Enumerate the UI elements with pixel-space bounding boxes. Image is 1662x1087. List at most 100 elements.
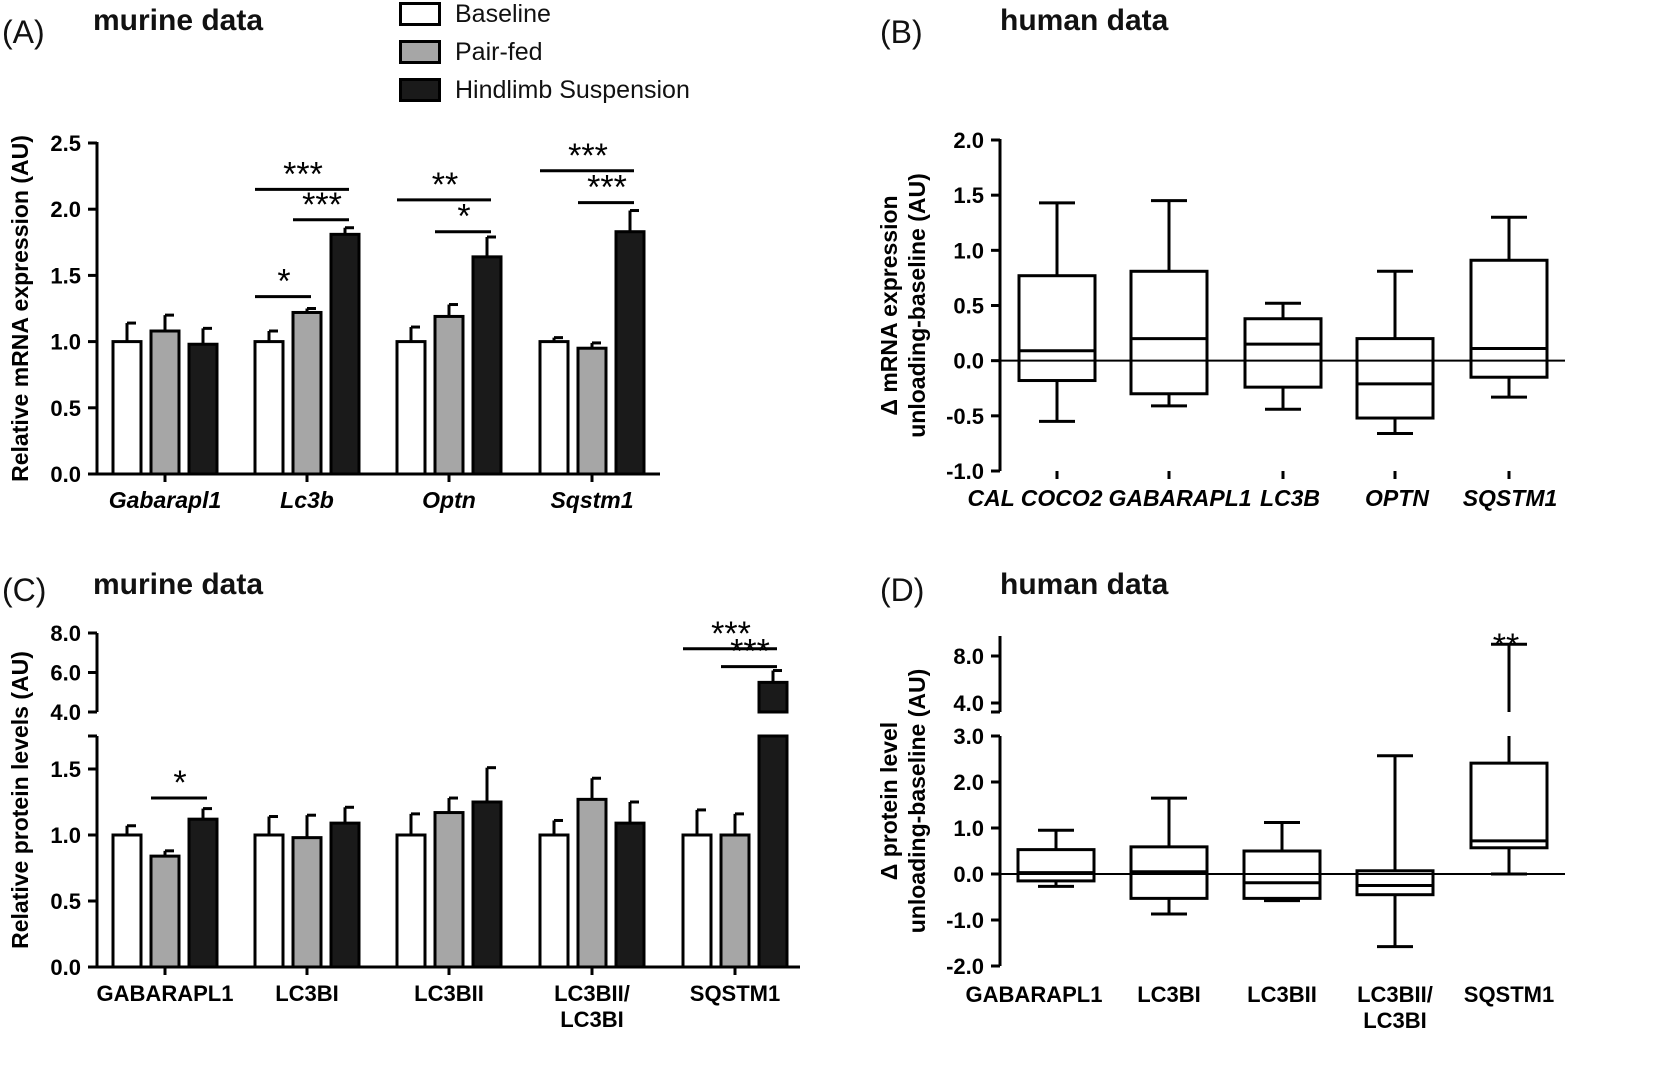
bar-a-hindlimb-suspension — [329, 232, 361, 476]
bar-c-hindlimb-suspension — [329, 821, 361, 969]
x-tick-label-c: GABARAPL1 — [97, 981, 234, 1006]
panel-letter-b: (B) — [880, 14, 923, 50]
bar-c-pair-fed — [149, 854, 181, 969]
x-tick-label-b: OPTN — [1365, 485, 1429, 511]
box-d — [1469, 761, 1549, 850]
y-tick-label-c: 0.0 — [50, 955, 81, 980]
bar-c-hindlimb-suspension — [471, 800, 503, 969]
x-tick-label-b: CAL COCO2 — [967, 485, 1102, 511]
y-tick-label-b: 1.0 — [953, 238, 984, 263]
bar-c-pair-fed — [719, 833, 751, 969]
x-tick-label-a: Lc3b — [280, 487, 334, 513]
significance-label-c: * — [173, 764, 186, 802]
x-tick-label-c: LC3BI — [275, 981, 339, 1006]
bar-a-baseline — [111, 340, 143, 476]
y-tick-label-a: 1.0 — [50, 330, 81, 355]
chart-c: 0.0 0.5 1.0 1.5 4.0 6.0 8.0 Relative protein le… — [7, 615, 800, 1032]
bar-c-baseline — [253, 833, 285, 969]
significance-label-a: *** — [283, 155, 323, 193]
y-tick-label-d: 1.0 — [953, 816, 984, 841]
box-d — [1355, 869, 1435, 897]
x-tick-label-d: LC3BI — [1363, 1008, 1427, 1033]
x-tick-label-d: LC3BI — [1137, 982, 1201, 1007]
x-tick-label-c: LC3BII — [414, 981, 484, 1006]
panel-letter-c: (C) — [2, 572, 47, 608]
significance-label-c: *** — [711, 615, 751, 653]
x-tick-label-a: Gabarapl1 — [109, 487, 222, 513]
panel-letter-a: (A) — [2, 14, 45, 50]
significance-label-d: ** — [1493, 627, 1519, 665]
y-tick-label-d: 3.0 — [953, 724, 984, 749]
bar-a-pair-fed — [291, 310, 323, 476]
panel-title-d: human data — [1000, 568, 1169, 601]
box-d — [1016, 848, 1096, 883]
y-tick-label-b: 1.5 — [953, 183, 984, 208]
box-b — [1355, 337, 1435, 420]
panel-letter-d: (D) — [880, 572, 925, 608]
y-tick-label-c: 0.5 — [50, 889, 81, 914]
y-tick-label-c: 8.0 — [50, 621, 81, 646]
y-tick-label-d: 2.0 — [953, 770, 984, 795]
legend-swatch-baseline — [399, 2, 441, 26]
box-d — [1242, 849, 1322, 900]
x-tick-label-c: SQSTM1 — [690, 981, 780, 1006]
significance-label-a: *** — [587, 169, 627, 207]
x-tick-label-d: LC3BII/ — [1357, 982, 1433, 1007]
x-tick-label-d: SQSTM1 — [1464, 982, 1554, 1007]
y-tick-label-d: 0.0 — [953, 862, 984, 887]
bar-a-pair-fed — [149, 329, 181, 476]
x-tick-label-b: SQSTM1 — [1463, 485, 1558, 511]
panel-title-b: human data — [1000, 4, 1169, 37]
y-tick-label-a: 2.0 — [50, 197, 81, 222]
x-tick-label-a: Sqstm1 — [550, 487, 633, 513]
y-axis-label-b-line1: Δ mRNA expression — [876, 195, 902, 415]
x-tick-label-c: LC3BI — [560, 1007, 624, 1032]
bar-c-baseline — [538, 833, 570, 969]
y-tick-label-d: -1.0 — [946, 908, 984, 933]
y-axis-label-a: Relative mRNA expression (AU) — [7, 135, 33, 482]
y-axis-label-d-line2: unloading-baseline (AU) — [904, 669, 930, 934]
bar-c-baseline — [395, 833, 427, 969]
panel-title-a: murine data — [93, 4, 264, 37]
bar-a-baseline — [253, 340, 285, 476]
bar-c-pair-fed — [576, 797, 608, 969]
y-tick-label-a: 0.5 — [50, 396, 81, 421]
y-tick-label-b: 2.0 — [953, 128, 984, 153]
box-b — [1469, 258, 1549, 379]
legend-swatch-hindlimb — [399, 78, 441, 102]
bar-a-hindlimb-suspension — [187, 342, 219, 476]
significance-label-a: *** — [302, 186, 342, 224]
chart-d: -2.0 -1.0 0.0 1.0 2.0 3.0 4.0 8.0 Δ protein leve… — [876, 627, 1565, 1033]
bar-c-baseline — [681, 833, 713, 969]
y-tick-label-c: 1.5 — [50, 757, 81, 782]
x-tick-label-a: Optn — [422, 487, 476, 513]
x-tick-label-b: LC3B — [1260, 485, 1320, 511]
significance-label-a: ** — [432, 166, 458, 204]
y-tick-label-b: -0.5 — [946, 404, 984, 429]
bar-a-baseline — [395, 340, 427, 476]
y-tick-label-b: 0.0 — [953, 349, 984, 374]
box-b — [1129, 269, 1209, 396]
bar-c-upper-hindlimb-suspension — [757, 680, 789, 714]
significance-label-a: * — [457, 198, 470, 236]
y-tick-label-c: 1.0 — [50, 823, 81, 848]
panel-title-c: murine data — [93, 568, 264, 601]
legend-swatch-pair-fed — [399, 40, 441, 64]
x-tick-label-b: GABARAPL1 — [1108, 485, 1251, 511]
box-b — [1243, 317, 1323, 389]
bar-a-pair-fed — [576, 346, 608, 476]
x-tick-label-d: LC3BII — [1247, 982, 1317, 1007]
significance-label-c: *** — [730, 633, 770, 671]
bar-c-lower-hindlimb-suspension — [757, 734, 789, 969]
y-tick-label-d: 8.0 — [953, 644, 984, 669]
y-tick-label-d: -2.0 — [946, 954, 984, 979]
bar-c-pair-fed — [433, 811, 465, 969]
bar-c-pair-fed — [291, 836, 323, 969]
y-tick-label-c: 4.0 — [50, 700, 81, 725]
bar-c-hindlimb-suspension — [187, 817, 219, 969]
y-tick-label-c: 6.0 — [50, 661, 81, 686]
bar-c-baseline — [111, 833, 143, 969]
y-tick-label-a: 1.5 — [50, 263, 81, 288]
y-tick-label-a: 0.0 — [50, 462, 81, 487]
legend-label-baseline: Baseline — [455, 0, 551, 28]
